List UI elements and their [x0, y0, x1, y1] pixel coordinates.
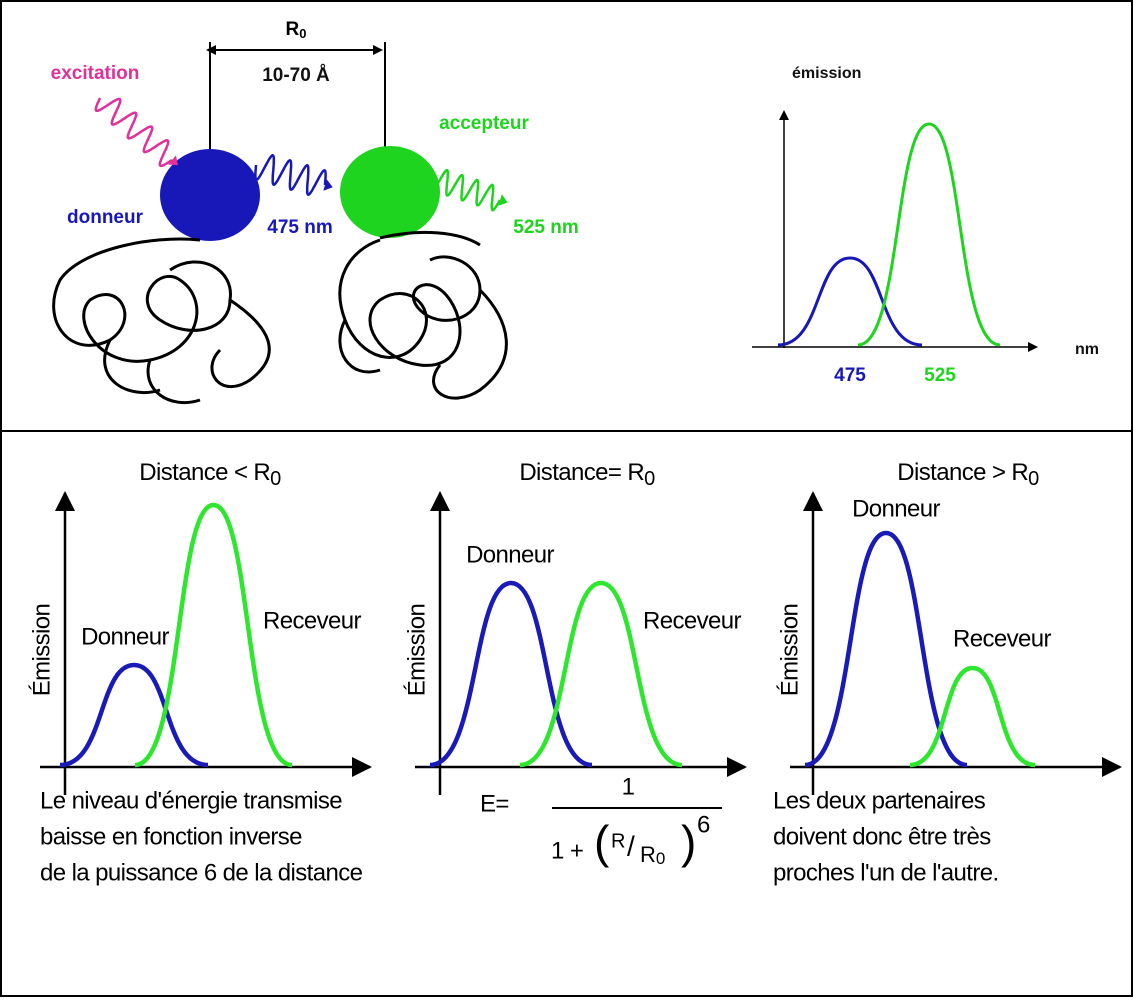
subscript: 0: [656, 849, 665, 868]
paren: ): [681, 816, 696, 868]
donor-peak-label: 475: [834, 365, 866, 386]
excitation-label: excitation: [51, 63, 140, 84]
symbol: R: [286, 19, 300, 40]
right-text: Les deux partenaires: [773, 787, 986, 814]
left-text: Le niveau d'énergie transmise: [40, 787, 342, 814]
acceptor-protein: [338, 230, 508, 400]
donor-label: donneur: [67, 207, 144, 228]
fret-scheme: R0 10-70 Å excitation donneur accepteur …: [51, 19, 579, 405]
title-subscript: 0: [1028, 468, 1039, 490]
donor-curve: [429, 580, 593, 768]
exponent: 6: [697, 811, 710, 838]
x-axis-label: nm: [1075, 341, 1099, 358]
donor-wavelength: 475 nm: [267, 217, 332, 238]
acceptor-sphere: [340, 146, 440, 238]
title-text: Distance= R: [519, 459, 644, 486]
donor-spectrum: [777, 256, 923, 347]
range-label: 10-70 Å: [262, 65, 330, 86]
distance-label: R0: [286, 19, 307, 41]
subscript: 0: [299, 26, 306, 41]
donor-curve: [804, 530, 968, 768]
title-text: Distance < R: [139, 459, 270, 486]
acceptor-label: accepteur: [439, 113, 529, 134]
title-subscript: 0: [644, 468, 655, 490]
left-text: de la puissance 6 de la distance: [40, 859, 363, 886]
right-text: proches l'un de l'autre.: [773, 859, 999, 886]
left-text: baisse en fonction inverse: [40, 823, 302, 850]
acceptor-spectrum: [857, 122, 1001, 347]
panel-title: Distance < R0: [139, 459, 281, 490]
donor-emission-wave-head: [323, 179, 333, 191]
acceptor-wavelength: 525 nm: [513, 217, 578, 238]
footer: Le niveau d'énergie transmise baisse en …: [40, 773, 999, 886]
acceptor-emission-wave: [430, 168, 502, 212]
ratio-den: R0: [640, 842, 665, 869]
donor-emission-wave: [254, 153, 327, 197]
donor-protein: [52, 237, 271, 405]
excitation-wave: [94, 97, 173, 168]
y-axis-label: émission: [792, 65, 861, 82]
acceptor-curve: [134, 502, 293, 768]
y-axis-label: Émission: [28, 604, 55, 697]
acceptor-peak-label: 525: [924, 365, 956, 386]
donor-label: Donneur: [852, 495, 940, 522]
acceptor-label: Receveur: [953, 625, 1052, 652]
spectrum: émission nm 475 525: [752, 65, 1099, 386]
donor-label: Donneur: [81, 623, 169, 650]
numerator: 1: [622, 773, 635, 800]
acceptor-label: Receveur: [263, 607, 362, 634]
ratio-num: R: [611, 830, 625, 852]
denominator-prefix: 1 +: [551, 837, 583, 864]
y-axis-label: Émission: [776, 604, 803, 697]
paren: (: [594, 816, 610, 868]
donor-sphere: [160, 149, 260, 241]
acceptor-curve: [519, 580, 683, 768]
symbol: R: [640, 842, 656, 867]
donor-curve: [59, 662, 209, 768]
panel-title: Distance > R0: [897, 459, 1039, 490]
excitation-wave-head: [168, 155, 179, 166]
acceptor-label: Receveur: [643, 607, 742, 634]
title-text: Distance > R: [897, 459, 1028, 486]
donor-label: Donneur: [466, 541, 554, 568]
formula-lhs: E=: [480, 790, 509, 817]
slash: /: [627, 830, 635, 861]
acceptor-emission-wave-head: [498, 194, 508, 206]
acceptor-curve: [909, 665, 1036, 768]
right-text: doivent donc être très: [773, 823, 991, 850]
title-subscript: 0: [270, 468, 281, 490]
panel-title: Distance= R0: [519, 459, 655, 490]
y-axis-label: Émission: [403, 604, 430, 697]
